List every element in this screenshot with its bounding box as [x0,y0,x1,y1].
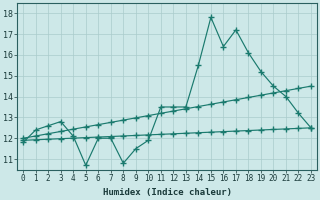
X-axis label: Humidex (Indice chaleur): Humidex (Indice chaleur) [103,188,232,197]
